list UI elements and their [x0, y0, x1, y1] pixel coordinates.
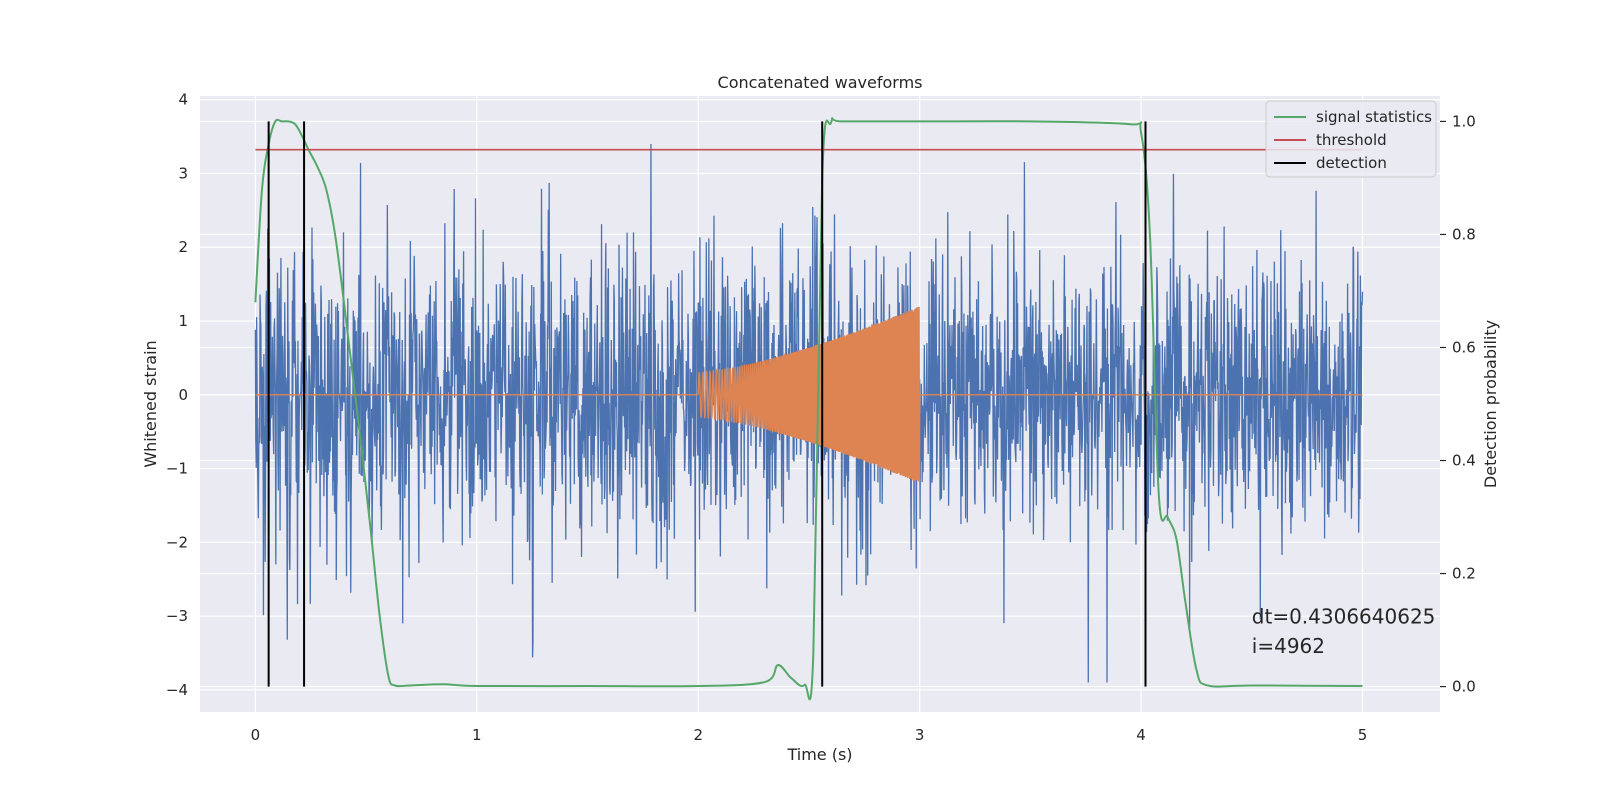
annotations: dt=0.4306640625 i=4962 [1252, 604, 1436, 658]
y2-tick-label: 0.6 [1452, 338, 1476, 356]
x-tick-label: 1 [472, 726, 482, 744]
y-tick-label: 0 [178, 386, 188, 404]
chart-title: Concatenated waveforms [718, 73, 923, 92]
y-tick-label: −3 [166, 607, 188, 625]
annotation-text: i=4962 [1252, 634, 1325, 658]
x-tick-label: 5 [1358, 726, 1368, 744]
y2-axis-label: Detection probability [1481, 320, 1500, 488]
x-tick-label: 0 [251, 726, 261, 744]
x-tick-label: 4 [1136, 726, 1146, 744]
y2-tick-label: 0.8 [1452, 225, 1476, 243]
y-tick-label: 3 [178, 164, 188, 182]
legend-label: signal statistics [1316, 108, 1432, 126]
injected-signal-line [255, 307, 1363, 483]
series-layer [254, 117, 1364, 701]
x-tick-label: 2 [693, 726, 703, 744]
y-axis-label: Whitened strain [141, 340, 160, 467]
y2-tick-label: 0.0 [1452, 678, 1476, 696]
y-tick-label: 1 [178, 312, 188, 330]
y2-tick-label: 1.0 [1452, 112, 1476, 130]
x-tick-label: 3 [915, 726, 925, 744]
legend-box [1265, 100, 1437, 178]
y-tick-label: −1 [166, 460, 188, 478]
y-tick-label: −2 [166, 533, 188, 551]
annotation-text: dt=0.4306640625 [1252, 604, 1436, 628]
legend: signal statistics threshold detection [1265, 100, 1437, 178]
x-axis-label: Time (s) [786, 745, 852, 764]
y-tick-label: 4 [178, 91, 188, 109]
y2-tick-label: 0.4 [1452, 452, 1476, 470]
y-tick-label: −4 [166, 681, 188, 699]
legend-label: threshold [1316, 131, 1387, 149]
y-tick-label: 2 [178, 238, 188, 256]
y2-tick-label: 0.2 [1452, 565, 1476, 583]
ticks: 0 1 2 3 4 5 −4 −3 −2 −1 0 1 2 3 4 0.0 0.2 0.4 0.6 0.8 1.0 [166, 91, 1476, 744]
legend-label: detection [1316, 154, 1387, 172]
